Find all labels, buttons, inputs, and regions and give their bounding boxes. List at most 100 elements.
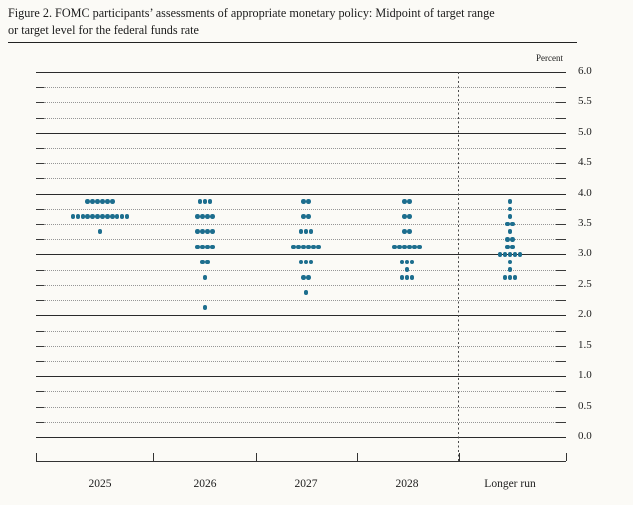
gridline-left-tick xyxy=(36,178,44,180)
gridline-left-tick xyxy=(36,330,44,332)
gridline-right-tick xyxy=(556,208,566,210)
gridline-right-tick xyxy=(556,269,566,271)
projection-dot xyxy=(402,229,407,234)
gridline-left-tick xyxy=(36,421,44,423)
y-axis-unit-label: Percent xyxy=(536,53,563,63)
projection-dot xyxy=(306,214,311,219)
projection-dot xyxy=(85,214,91,219)
y-tick-label: 3.5 xyxy=(578,217,592,230)
x-axis-tick xyxy=(255,453,257,461)
minor-gridline xyxy=(44,178,556,180)
projection-dot xyxy=(70,214,76,219)
projection-dot xyxy=(200,244,205,250)
x-axis-tick xyxy=(152,453,154,461)
minor-gridline xyxy=(44,345,556,347)
projection-dot xyxy=(95,214,100,219)
projection-dot xyxy=(308,259,314,265)
projection-dot xyxy=(407,214,412,219)
minor-gridline xyxy=(44,87,556,89)
major-gridline xyxy=(36,436,566,438)
y-tick-label: 6.0 xyxy=(578,65,592,77)
projection-dot xyxy=(100,214,105,219)
projection-dot xyxy=(502,252,508,257)
projection-dot xyxy=(303,229,309,234)
x-axis-tick xyxy=(356,453,358,461)
major-gridline xyxy=(36,132,566,134)
minor-gridline xyxy=(44,102,556,104)
projection-dot xyxy=(507,206,513,212)
gridline-right-tick xyxy=(556,360,566,362)
gridline-right-tick xyxy=(556,178,566,180)
x-axis-tick xyxy=(36,453,37,461)
projection-dot xyxy=(399,275,405,280)
projection-dot xyxy=(510,221,515,227)
y-tick-label: 5.5 xyxy=(578,95,592,108)
x-category-label: Longer run xyxy=(484,478,536,490)
gridline-left-tick xyxy=(36,117,44,119)
figure-title-line1: Figure 2. FOMC participants’ assessments… xyxy=(8,6,495,20)
projection-dot xyxy=(109,214,115,219)
projection-dot xyxy=(517,252,523,257)
gridline-left-tick xyxy=(36,87,44,89)
projection-dot xyxy=(510,244,515,250)
projection-dot xyxy=(197,198,203,204)
projection-dot xyxy=(301,198,306,204)
projection-dot xyxy=(303,290,309,295)
y-tick-label: 4.5 xyxy=(578,156,592,169)
gridline-left-tick xyxy=(36,224,44,226)
projection-dot xyxy=(409,259,415,265)
minor-gridline xyxy=(44,360,556,362)
projection-dot xyxy=(412,244,417,250)
gridline-right-tick xyxy=(556,300,566,302)
minor-gridline xyxy=(44,330,556,332)
longer-run-separator-line xyxy=(458,72,459,461)
projection-dot xyxy=(308,229,314,234)
major-gridline xyxy=(36,254,566,256)
projection-dot xyxy=(100,198,105,204)
projection-dot xyxy=(200,214,205,219)
projection-dot xyxy=(512,275,518,280)
minor-gridline xyxy=(44,148,556,150)
projection-dot xyxy=(512,252,518,257)
figure-title: Figure 2. FOMC participants’ assessments… xyxy=(8,5,593,40)
projection-dot xyxy=(105,214,110,219)
figure-title-line2: or target level for the federal funds ra… xyxy=(8,23,199,38)
gridline-right-tick xyxy=(556,239,566,241)
minor-gridline xyxy=(44,300,556,302)
gridline-right-tick xyxy=(556,224,566,226)
x-category-label: 2028 xyxy=(395,478,419,490)
projection-dot xyxy=(291,244,297,250)
gridline-left-tick xyxy=(36,391,44,393)
projection-dot xyxy=(202,275,208,280)
gridline-left-tick xyxy=(36,163,44,165)
gridline-right-tick xyxy=(556,102,566,104)
projection-dot xyxy=(507,267,513,272)
projection-dot xyxy=(416,244,422,250)
projection-dot xyxy=(507,252,513,257)
minor-gridline xyxy=(44,406,556,408)
projection-dot xyxy=(306,244,311,250)
gridline-left-tick xyxy=(36,239,44,241)
projection-dot xyxy=(205,229,210,234)
projection-dot xyxy=(392,244,398,250)
projection-dot xyxy=(402,244,407,250)
projection-dot xyxy=(205,244,210,250)
major-gridline xyxy=(36,72,566,73)
projection-dot xyxy=(119,214,125,219)
projection-dot xyxy=(205,214,210,219)
projection-dot xyxy=(505,221,510,227)
gridline-left-tick xyxy=(36,345,44,347)
gridline-right-tick xyxy=(556,87,566,89)
gridline-right-tick xyxy=(556,117,566,119)
x-axis-baseline xyxy=(36,461,566,462)
projection-dot xyxy=(200,229,205,234)
projection-dot xyxy=(207,198,213,204)
projection-dot xyxy=(399,259,405,265)
projection-dot xyxy=(85,198,91,204)
projection-dot xyxy=(205,259,210,265)
projection-dot xyxy=(407,198,412,204)
projection-dot xyxy=(402,198,407,204)
gridline-right-tick xyxy=(556,148,566,150)
major-gridline xyxy=(36,193,566,195)
